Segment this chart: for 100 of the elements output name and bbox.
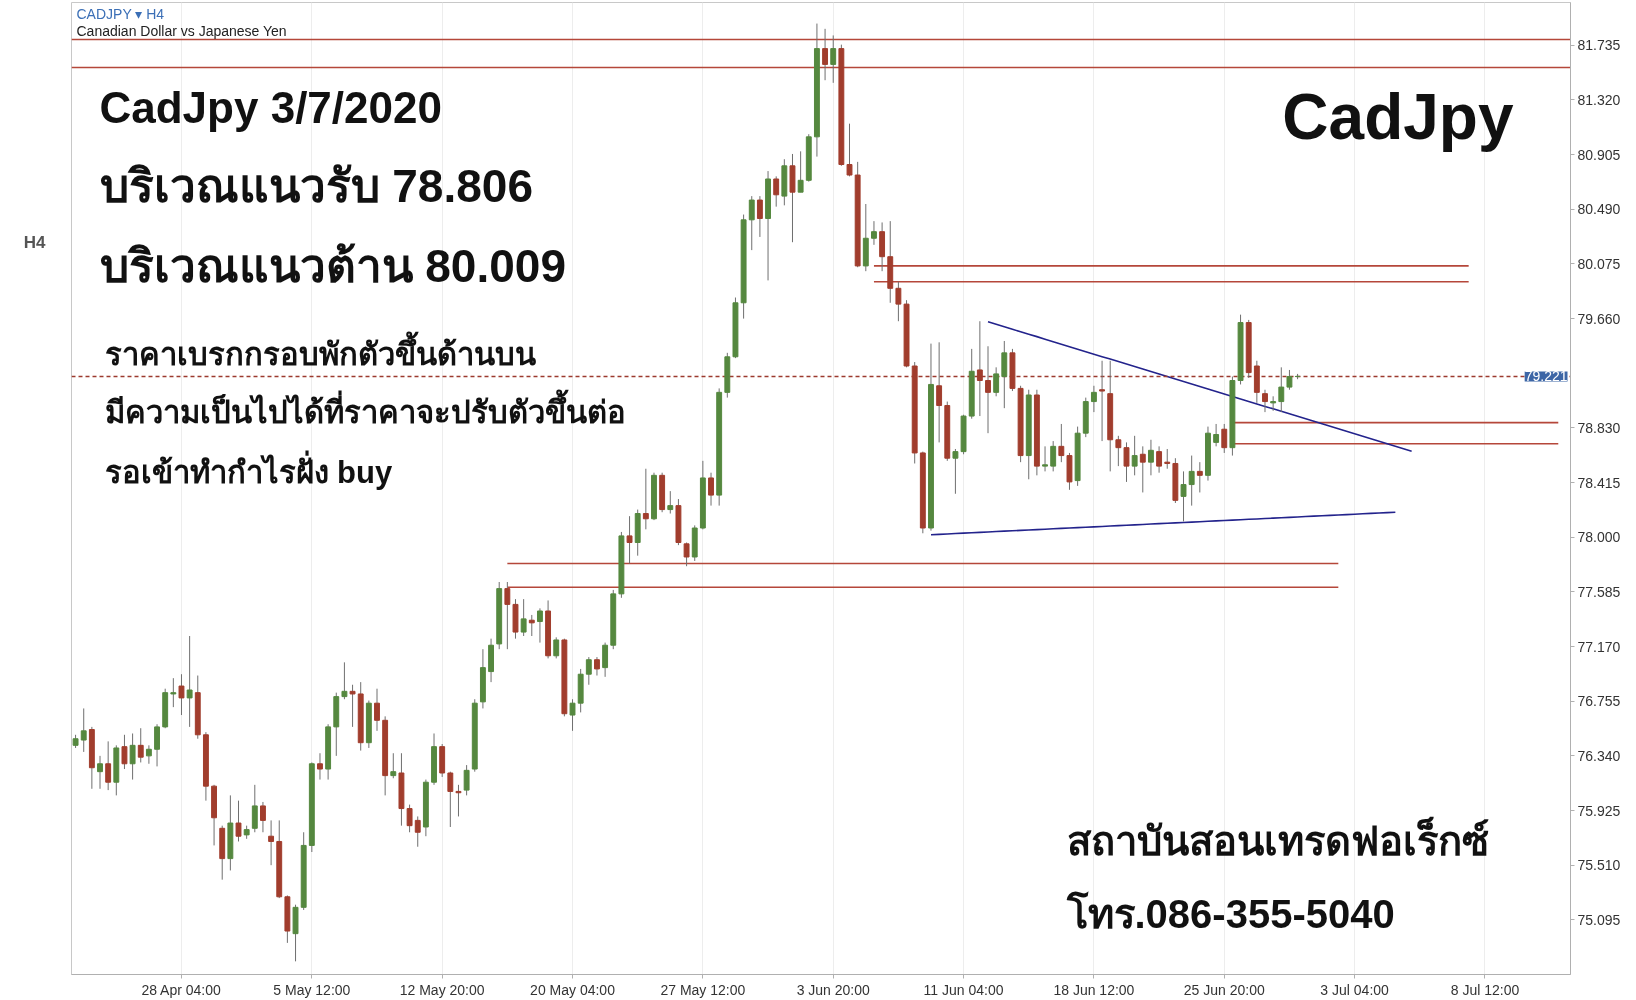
candlestick <box>447 771 454 828</box>
candlestick <box>871 220 877 246</box>
candlestick <box>797 150 804 193</box>
candlestick <box>186 635 193 728</box>
y-tick-label: 80.490 <box>1577 201 1621 218</box>
candlestick <box>341 661 348 700</box>
candlestick <box>406 804 413 833</box>
candlestick <box>414 815 421 848</box>
candlestick <box>1042 445 1048 472</box>
candlestick <box>536 607 543 644</box>
y-tick-label: 79.660 <box>1577 310 1621 327</box>
candlestick <box>756 195 763 238</box>
candlestick <box>1221 423 1228 454</box>
candlestick <box>1262 389 1268 413</box>
candlestick <box>895 281 902 322</box>
candlestick <box>1090 385 1097 413</box>
y-tick-label: 78.415 <box>1577 474 1621 491</box>
candlestick <box>1188 455 1195 507</box>
chart-title: CADJPY ▾ H4 <box>76 6 165 23</box>
candlestick <box>1001 340 1008 409</box>
y-tick-label: 75.925 <box>1577 802 1621 819</box>
y-tick-label: 75.095 <box>1577 911 1621 928</box>
annotation: บริเวณแนวต้าน 80.009 <box>99 239 566 292</box>
candlestick <box>170 677 177 708</box>
candlestick <box>773 175 780 208</box>
candlestick <box>1278 366 1285 413</box>
y-tick-label: 80.075 <box>1577 255 1621 272</box>
x-tick-label: 3 Jun 20:00 <box>796 981 871 998</box>
y-tick-label: 81.735 <box>1577 37 1621 54</box>
annotation: รอเข้าทำกำไรฝั่ง buy <box>104 450 393 491</box>
candlestick <box>235 800 242 842</box>
x-tick-label: 27 May 12:00 <box>660 981 746 998</box>
text: Canadian Dollar vs Japanese Yen <box>76 23 287 40</box>
y-tick-label: 76.340 <box>1577 747 1621 764</box>
annotation: สถาบันสอนเทรดฟอเร็กซ์ <box>1066 815 1489 863</box>
y-tick-label: 75.510 <box>1577 857 1621 874</box>
candlestick <box>1123 441 1130 483</box>
x-tick-label: 12 May 20:00 <box>399 981 485 998</box>
candlestick <box>1139 445 1146 493</box>
candlestick <box>1156 445 1163 474</box>
x-tick-label: 18 Jun 12:00 <box>1053 981 1135 998</box>
candlestick <box>251 784 258 833</box>
annotation: ราคาเบรกกรอบพักตัวขึ้นด้านบน <box>104 331 536 373</box>
candlestick <box>1180 470 1187 522</box>
candlestick <box>1115 435 1122 467</box>
candlestick <box>553 636 560 659</box>
candlestick <box>390 752 397 779</box>
annotation: บริเวณแนวรับ 78.806 <box>99 160 533 213</box>
x-tick-label: 8 Jul 12:00 <box>1450 981 1520 998</box>
candlestick <box>268 819 275 866</box>
candlestick <box>1131 435 1138 476</box>
line-series <box>930 511 1397 536</box>
annotation: CadJpy 3/7/2020 <box>99 82 442 132</box>
candlestick <box>154 723 160 767</box>
candlestick <box>846 123 853 177</box>
candlestick <box>1270 395 1277 412</box>
candlestick <box>137 727 144 763</box>
candlestick <box>528 614 535 637</box>
candlestick <box>97 755 103 790</box>
candlestick <box>626 515 633 565</box>
y-tick-label: 77.585 <box>1577 583 1621 600</box>
x-tick-label: 5 May 12:00 <box>273 981 351 998</box>
candlestick <box>145 744 152 765</box>
candlestick <box>585 656 592 686</box>
candlestick <box>1050 440 1057 472</box>
candlestick <box>748 195 755 251</box>
candlestick <box>1213 423 1220 447</box>
candlestick <box>708 472 714 507</box>
annotation: มีความเป็นไปได้ที่ราคาจะปรับตัวขึ้นต่อ <box>104 389 626 431</box>
x-tick-label: 28 Apr 04:00 <box>141 981 222 998</box>
candlestick <box>105 740 112 791</box>
annotation: CadJpy <box>1282 81 1514 154</box>
candlestick <box>504 581 511 650</box>
candlestick <box>520 598 527 637</box>
candlestick <box>455 784 462 817</box>
x-tick-label: 25 Jun 20:00 <box>1183 981 1265 998</box>
y-tick-label: 80.905 <box>1577 146 1621 163</box>
candlestick <box>1148 439 1154 476</box>
x-tick-label: 20 May 04:00 <box>530 981 616 998</box>
x-tick-label: 3 Jul 04:00 <box>1320 981 1390 998</box>
candlestick <box>121 734 128 770</box>
y-tick-label: 81.320 <box>1577 91 1621 108</box>
candlestick <box>260 801 266 833</box>
x-tick-label: 11 Jun 04:00 <box>923 981 1004 998</box>
candlestick <box>602 642 609 678</box>
y-tick-label: 76.755 <box>1577 693 1621 710</box>
candlestick <box>830 34 837 84</box>
candlestick <box>349 684 356 728</box>
y-tick-label: 77.170 <box>1577 638 1621 655</box>
candlestick <box>317 752 323 781</box>
ref-line-label: 79.221 <box>1524 368 1568 385</box>
candlestick <box>993 366 1000 397</box>
candlestick <box>178 673 185 716</box>
text: H4 <box>23 233 46 253</box>
candlestick <box>374 688 380 732</box>
candlestick <box>642 468 649 530</box>
candlestick <box>1196 461 1203 493</box>
candlestick <box>1286 369 1293 391</box>
line-series <box>987 320 1413 453</box>
y-tick-label: 78.000 <box>1577 529 1621 546</box>
